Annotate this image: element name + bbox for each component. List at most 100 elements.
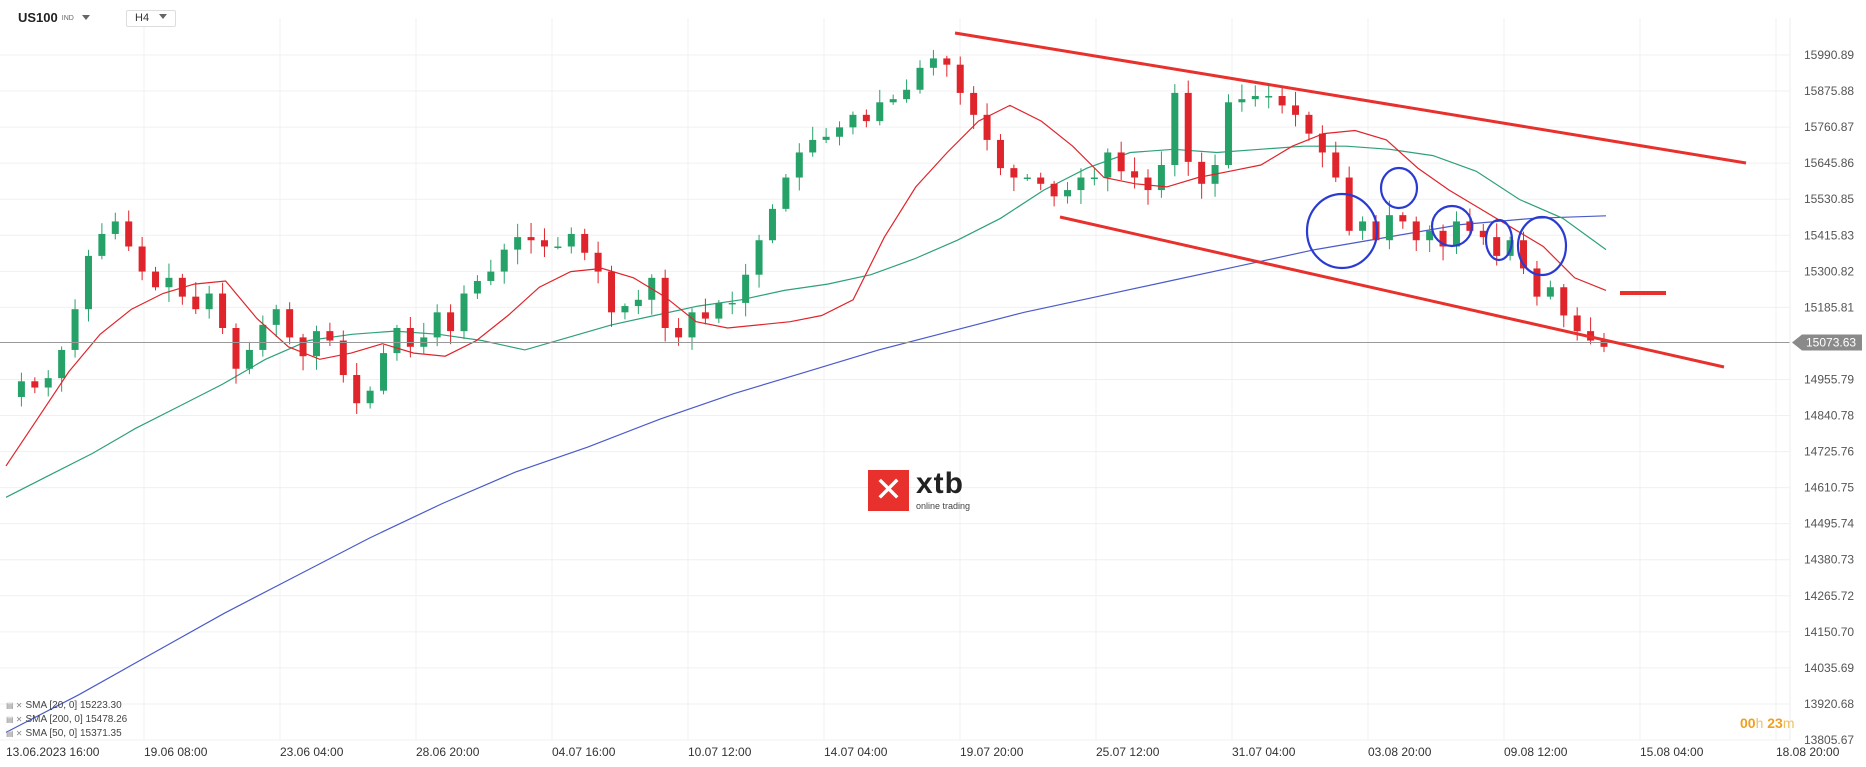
candle-down <box>219 293 227 328</box>
y-tick-label: 14610.75 <box>1804 481 1854 495</box>
candle-up <box>433 312 441 338</box>
candle-down <box>138 246 146 272</box>
sma-50-line <box>5 145 1607 498</box>
candle-up <box>44 378 52 388</box>
candle-down <box>1318 133 1326 153</box>
candle-up <box>849 114 857 128</box>
candle-up <box>473 280 481 294</box>
symbol-selector[interactable]: US100 IND <box>18 10 90 25</box>
timeframe-selector[interactable]: H4 <box>126 10 177 27</box>
xtb-logo-icon: ✕ <box>868 470 909 511</box>
legend-value: 15371.35 <box>79 728 122 739</box>
candle-up <box>514 237 522 250</box>
x-tick-label: 31.07 04:00 <box>1232 745 1296 759</box>
candle-down <box>540 240 548 247</box>
candle-up <box>836 127 844 137</box>
circle-annotation <box>1305 192 1379 270</box>
x-tick-label: 09.08 12:00 <box>1504 745 1568 759</box>
legend-label: SMA [200, 0] <box>25 714 83 725</box>
candle-down <box>192 296 200 310</box>
candle-down <box>339 340 347 376</box>
candle-up <box>929 58 937 68</box>
timer-hours: 00 <box>1740 715 1756 731</box>
candle-up <box>822 136 830 140</box>
candle-down <box>232 327 240 369</box>
candle-up <box>728 302 736 305</box>
settings-icon[interactable]: ▤ ✕ <box>6 701 23 710</box>
candle-down <box>594 252 602 272</box>
sma-20-line <box>5 104 1607 467</box>
y-tick-label: 13920.68 <box>1804 697 1854 711</box>
logo-brand: xtb <box>916 467 964 500</box>
candle-down <box>701 312 709 319</box>
settings-icon[interactable]: ▤ ✕ <box>6 715 23 724</box>
indicator-legend: ▤ ✕ SMA [20, 0] 15223.30 ▤ ✕ SMA [200, 0] … <box>6 699 127 741</box>
candle-up <box>889 99 897 103</box>
x-tick-label: 04.07 16:00 <box>552 745 616 759</box>
candle-up <box>1064 190 1072 197</box>
candle-down <box>1573 315 1581 332</box>
candle-down <box>1533 268 1541 297</box>
y-tick-label: 14840.78 <box>1804 409 1854 423</box>
candle-up <box>460 293 468 332</box>
candle-down <box>1439 230 1447 247</box>
sma-200-line <box>5 215 1607 733</box>
y-tick-label: 14380.73 <box>1804 553 1854 567</box>
x-tick-label: 13.06.2023 16:00 <box>6 745 100 759</box>
candle-down <box>1466 221 1474 231</box>
candle-up <box>165 277 173 288</box>
candle-down <box>31 381 39 388</box>
candle-down <box>1117 152 1125 172</box>
legend-sma-200[interactable]: ▤ ✕ SMA [200, 0] 15478.26 <box>6 713 127 727</box>
y-tick-label: 15875.88 <box>1804 84 1854 98</box>
x-tick-label: 10.07 12:00 <box>688 745 752 759</box>
y-tick-label: 15185.81 <box>1804 300 1854 314</box>
candle-down <box>581 233 589 253</box>
x-tick-label: 19.06 08:00 <box>144 745 208 759</box>
x-tick-label: 19.07 20:00 <box>960 745 1024 759</box>
candle-down <box>326 331 334 341</box>
candle-up <box>688 312 696 338</box>
candle-down <box>447 312 455 332</box>
legend-sma-20[interactable]: ▤ ✕ SMA [20, 0] 15223.30 <box>6 699 127 713</box>
legend-sma-50[interactable]: ▤ ✕ SMA [50, 0] 15371.35 <box>6 727 127 741</box>
candle-down <box>1144 177 1152 191</box>
candle-up <box>621 306 629 313</box>
x-tick-label: 18.08 20:00 <box>1776 745 1840 759</box>
candle-down <box>1479 230 1487 238</box>
current-price-tag <box>1792 334 1862 351</box>
y-tick-label: 15760.87 <box>1804 120 1854 134</box>
legend-value: 15223.30 <box>79 700 122 711</box>
candle-down <box>1010 168 1018 178</box>
candle-up <box>742 274 750 303</box>
candle-down <box>1292 105 1300 115</box>
candle-up <box>1104 152 1112 178</box>
timer-m-unit: m <box>1782 715 1795 731</box>
candle-down <box>983 114 991 140</box>
candle-up <box>755 240 763 275</box>
candle-down <box>1493 237 1501 256</box>
x-tick-label: 14.07 04:00 <box>824 745 888 759</box>
candle-up <box>487 271 495 281</box>
logo-tagline: online trading <box>916 501 971 511</box>
candle-up <box>554 246 562 248</box>
y-tick-label: 14035.69 <box>1804 661 1854 675</box>
settings-icon[interactable]: ▤ ✕ <box>6 729 23 738</box>
x-tick-label: 25.07 12:00 <box>1096 745 1160 759</box>
candle-up <box>259 324 267 350</box>
candle-up <box>1171 92 1179 165</box>
candle-down <box>996 139 1004 169</box>
candle-up <box>205 293 213 310</box>
candle-up <box>1157 164 1165 191</box>
candle-up <box>1224 102 1232 165</box>
timeframe-label: H4 <box>135 12 150 24</box>
candle-down <box>125 221 133 247</box>
candle-down <box>1345 177 1353 231</box>
candle-up <box>1238 99 1246 103</box>
candle-up <box>1090 177 1098 180</box>
circle-annotation <box>1379 166 1419 210</box>
timer-h-unit: h <box>1755 715 1764 731</box>
candle-down <box>1520 240 1528 269</box>
xtb-watermark: ✕ xtb online trading <box>868 467 980 514</box>
